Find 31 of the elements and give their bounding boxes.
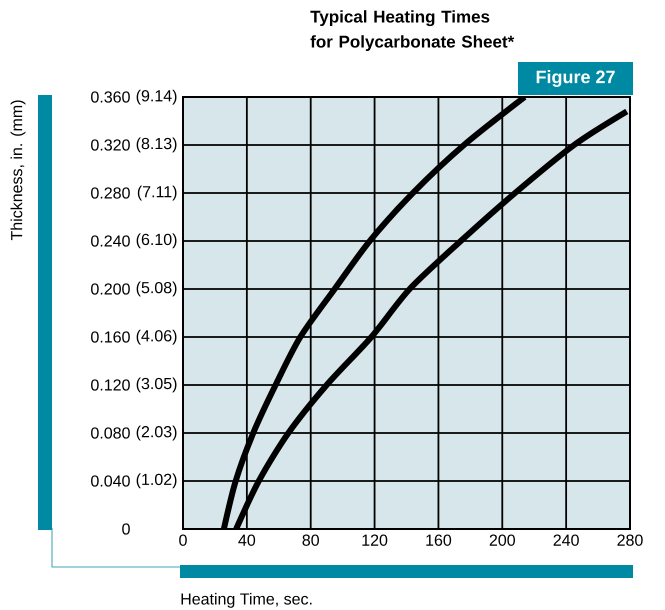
- caption: Figure 27: [536, 70, 615, 87]
- y-axis-title: Thickness, in. (mm): [10, 100, 26, 240]
- y2-tick-label: (6.10): [136, 233, 176, 248]
- x-tick-label: 240: [554, 534, 579, 546]
- y-tick-label: 0.120: [91, 379, 130, 391]
- x-tick-label: 0: [179, 534, 187, 546]
- y-tick-label: 0.280: [91, 187, 130, 199]
- y-tick-label: 0.040: [91, 475, 130, 487]
- y-tick-label: 0.240: [91, 235, 130, 247]
- x-tick-label: 200: [490, 534, 515, 546]
- y2-tick-label: (7.11): [138, 186, 176, 201]
- y2-tick-label: (2.03): [136, 426, 176, 441]
- y-tick-label: 0.360: [91, 91, 130, 103]
- x-tick-label: 120: [362, 534, 388, 546]
- y2-tick-label: (5.08): [136, 282, 176, 296]
- y-tick-label: 0: [122, 523, 130, 535]
- x-tick-label: 80: [302, 534, 319, 546]
- y-tick-label: 0.080: [91, 427, 130, 439]
- x-axis-title: Heating Time, sec.: [182, 592, 312, 608]
- y-tick-label: 0.160: [91, 331, 130, 343]
- y2-tick-label: (9.14): [136, 90, 176, 105]
- x-tick-label: 40: [238, 534, 256, 546]
- y2-tick-label: (8.13): [136, 137, 176, 152]
- y2-tick-label: (1.02): [136, 473, 176, 488]
- x-tick-label: 160: [426, 534, 452, 546]
- y-tick-label: 0.320: [91, 139, 130, 151]
- y-tick-label: 0.200: [91, 283, 130, 295]
- x-tick-label: 280: [617, 534, 643, 546]
- y2-tick-label: (3.05): [136, 377, 176, 392]
- chart-title: Typical Heating Times for Polycarbonate Sheet*: [310, 10, 514, 52]
- y2-tick-label: (4.06): [136, 330, 176, 345]
